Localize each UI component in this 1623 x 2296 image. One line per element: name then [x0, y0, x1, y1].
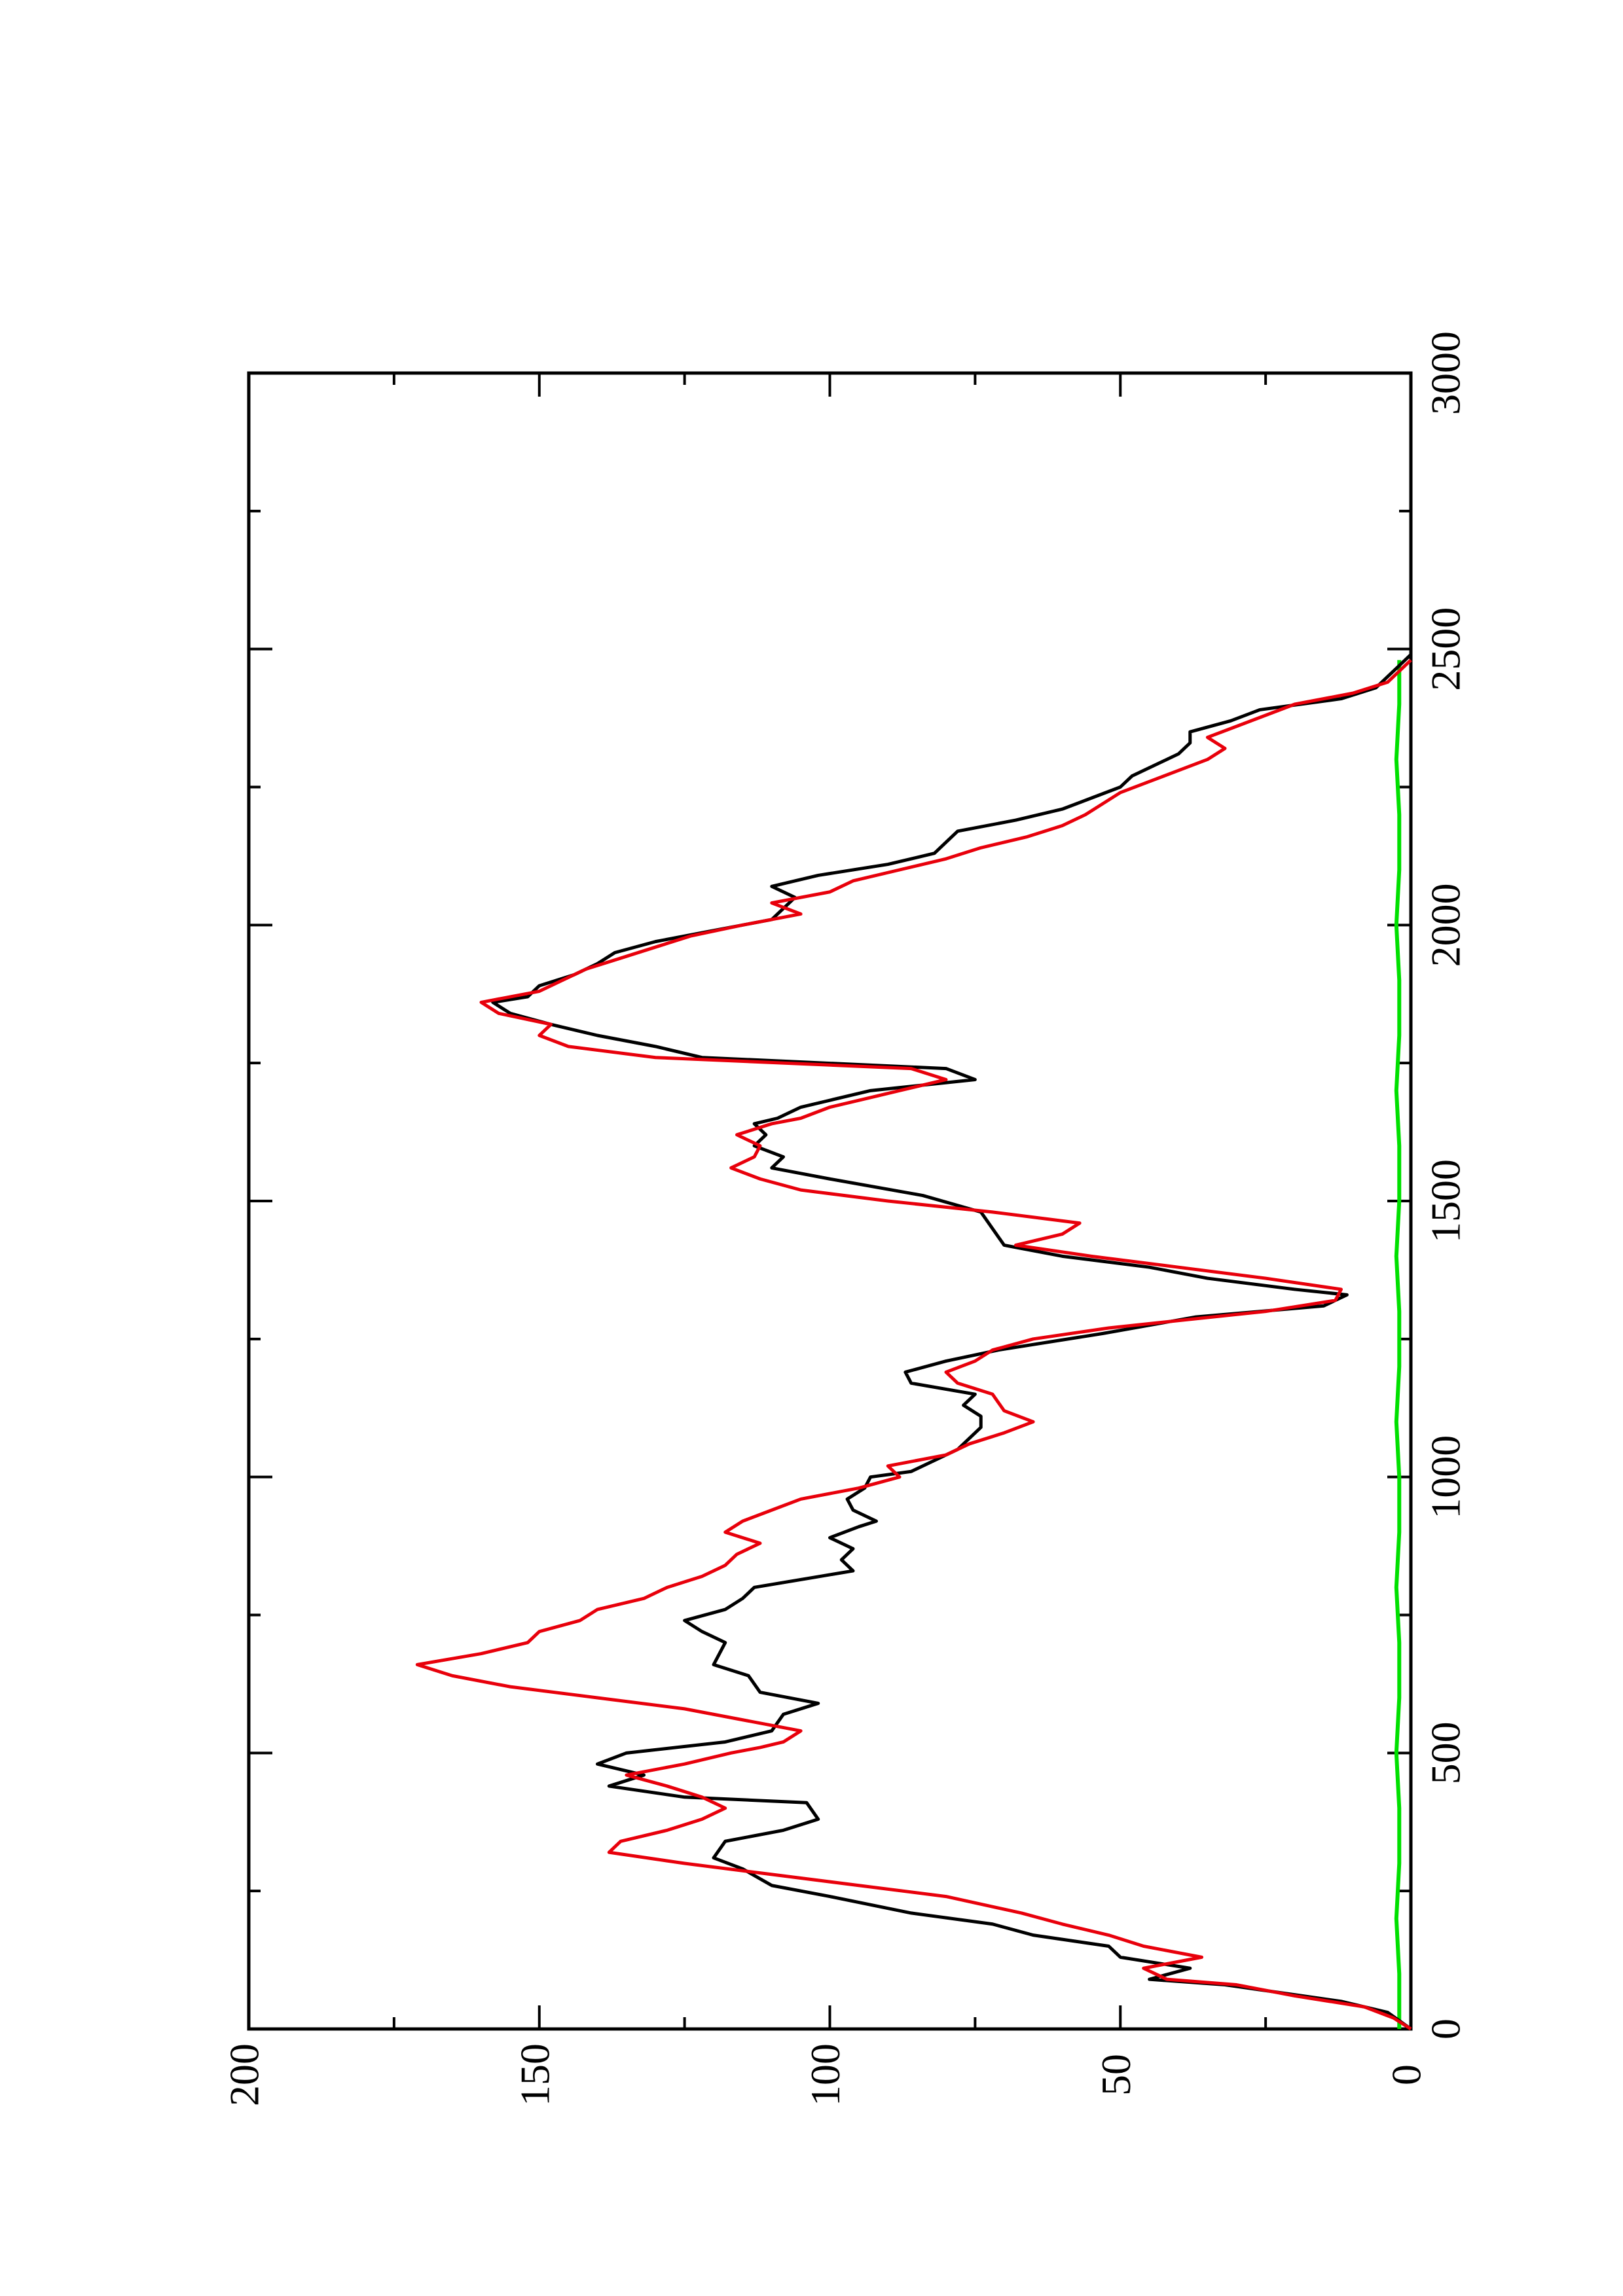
- series-line-1: [491, 653, 1412, 2031]
- x-tick-label-0: 0: [1423, 2018, 1469, 2039]
- x-tick-label-500: 500: [1423, 1721, 1469, 1784]
- x-tick-label-1500: 1500: [1423, 1159, 1469, 1243]
- x-tick-label-2500: 2500: [1423, 607, 1469, 691]
- y-tick-label-150: 150: [511, 2043, 558, 2106]
- x-tick-label-2000: 2000: [1423, 883, 1469, 967]
- chart-frame: [247, 371, 1413, 2031]
- tick-marks: [247, 372, 1412, 2030]
- x-tick-label-1000: 1000: [1423, 1435, 1469, 1519]
- y-tick-label-100: 100: [802, 2043, 848, 2106]
- series-line-3: [1394, 660, 1402, 2029]
- y-tick-label-200: 200: [221, 2043, 268, 2106]
- tick-labels: 0 500 1000 1500 2000 2500 3000 0 50 100 150 200: [221, 331, 1469, 2106]
- series-lines: [415, 653, 1412, 2031]
- series-line-2: [415, 658, 1412, 2031]
- y-tick-label-50: 50: [1093, 2054, 1139, 2096]
- x-tick-label-3000: 3000: [1423, 331, 1469, 415]
- y-tick-label-0: 0: [1383, 2064, 1430, 2085]
